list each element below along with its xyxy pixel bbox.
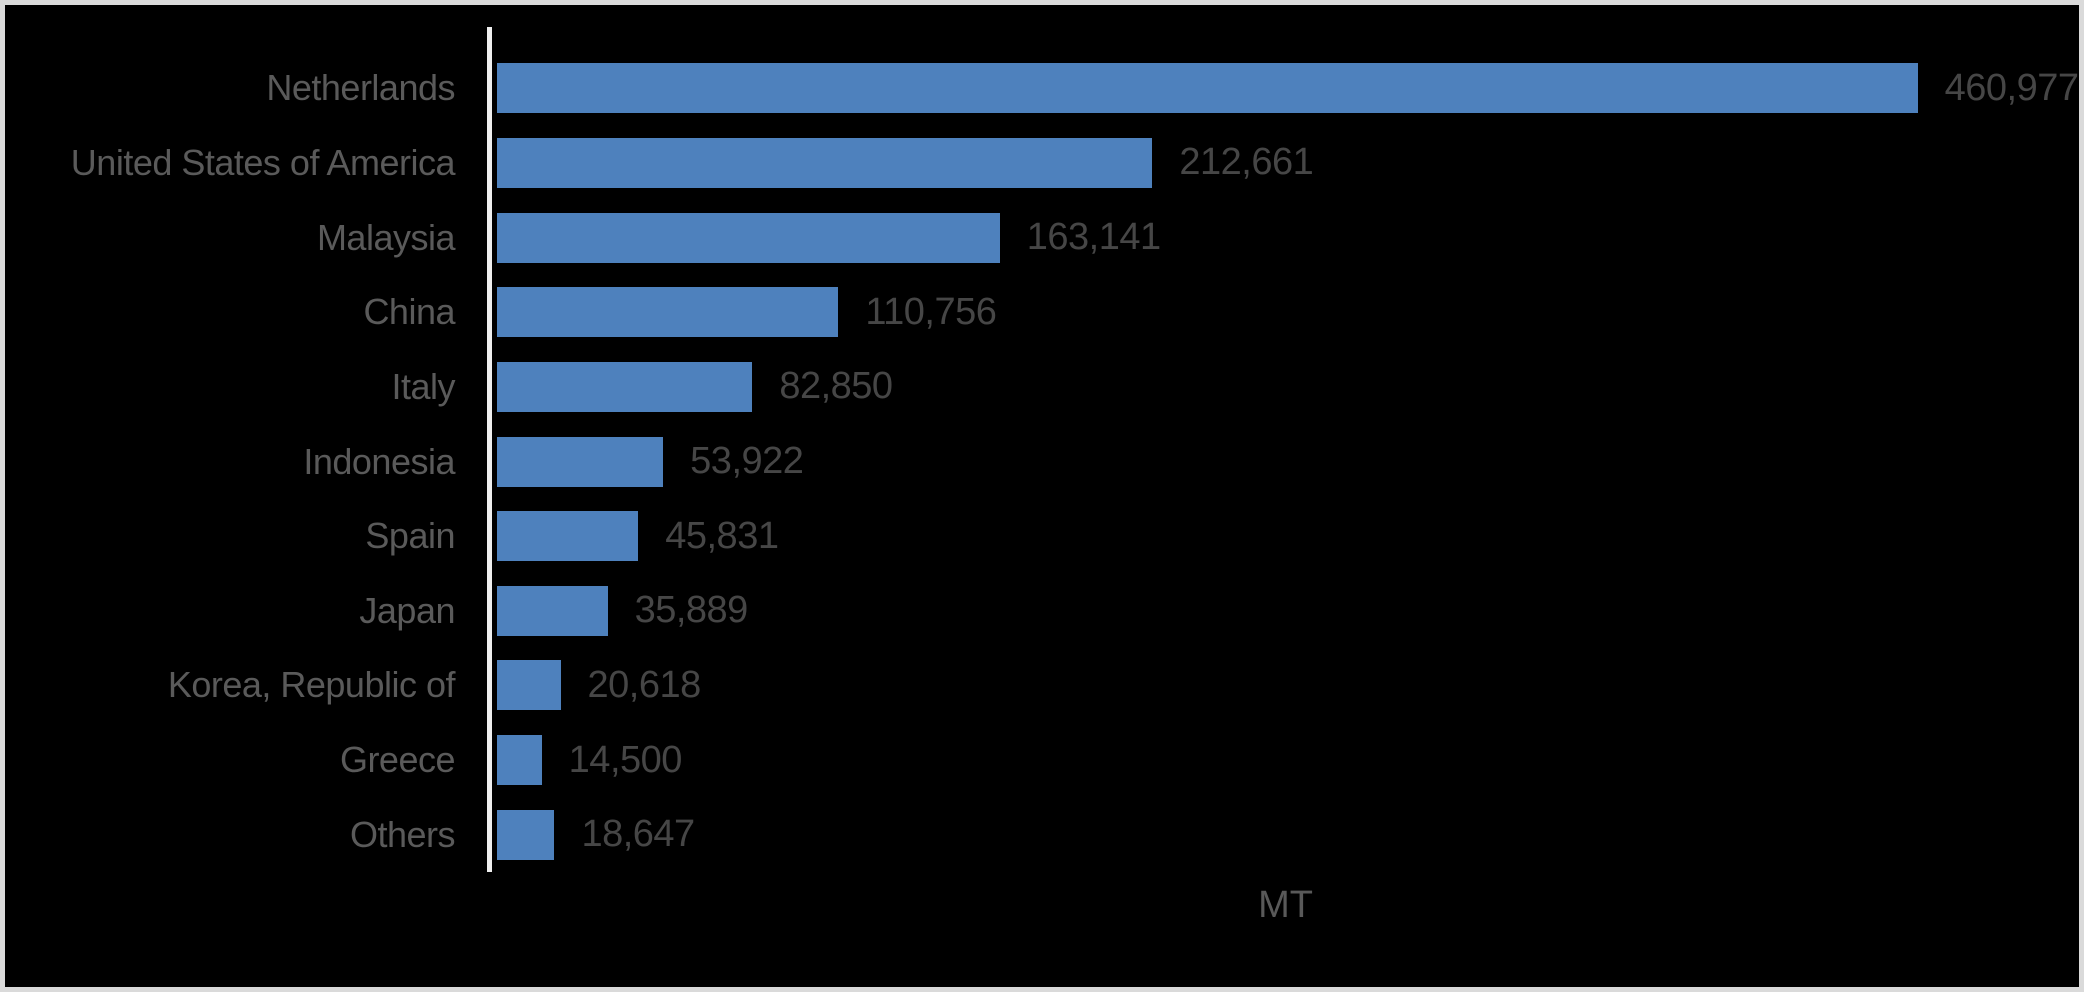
bar (497, 63, 1918, 114)
category-label: Malaysia (316, 216, 456, 258)
chart-row: Spain 45,831 (5, 499, 2079, 574)
value-label: 53,922 (690, 440, 804, 483)
value-label: 212,661 (1179, 141, 1314, 184)
bar (497, 735, 542, 786)
plot-cell: 45,831 (487, 511, 2079, 562)
chart-row: Netherlands 460,977 (5, 51, 2079, 126)
x-axis-title: MT (1258, 884, 1313, 926)
plot-cell: 82,850 (487, 361, 2079, 412)
chart-row: Indonesia 53,922 (5, 424, 2079, 499)
plot-cell: 14,500 (487, 735, 2079, 786)
bar (497, 660, 561, 711)
plot-cell: 18,647 (487, 809, 2079, 860)
bar (497, 585, 608, 636)
category-label: Italy (391, 365, 455, 407)
value-label: 163,141 (1026, 216, 1161, 259)
value-label: 460,977 (1944, 66, 2079, 109)
category-label: Others (349, 813, 456, 855)
plot-cell: 212,661 (487, 137, 2079, 188)
plot-cell: 20,618 (487, 660, 2079, 711)
bar-chart: Netherlands 460,977 United States of Ame… (5, 51, 2079, 872)
category-label: China (363, 291, 455, 333)
category-label: Japan (359, 589, 455, 631)
bar (497, 287, 839, 338)
chart-row: Malaysia 163,141 (5, 200, 2079, 275)
category-label: Netherlands (266, 67, 455, 109)
value-label: 14,500 (568, 738, 683, 781)
value-label: 20,618 (587, 663, 702, 706)
chart-row: Japan 35,889 (5, 573, 2079, 648)
plot-cell: 110,756 (487, 287, 2079, 338)
chart-row: Greece 14,500 (5, 723, 2079, 798)
category-label: Indonesia (303, 440, 455, 482)
value-label: 18,647 (581, 813, 695, 856)
category-label: Korea, Republic of (167, 664, 456, 706)
plot-cell: 53,922 (487, 436, 2079, 487)
category-label: United States of America (70, 141, 456, 183)
plot-cell: 35,889 (487, 585, 2079, 636)
chart-row: Italy 82,850 (5, 350, 2079, 425)
bar (497, 436, 664, 487)
value-label: 82,850 (779, 365, 893, 408)
bar (497, 511, 639, 562)
value-label: 110,756 (865, 290, 997, 333)
plot-cell: 163,141 (487, 212, 2079, 263)
bar (497, 809, 555, 860)
value-label: 35,889 (634, 589, 749, 632)
chart-row: Others 18,647 (5, 797, 2079, 872)
y-axis-line (487, 27, 492, 872)
plot-cell: 460,977 (487, 63, 2079, 114)
chart-row: China 110,756 (5, 275, 2079, 350)
value-label: 45,831 (665, 514, 779, 557)
chart-row: United States of America 212,661 (5, 126, 2079, 201)
bar (497, 212, 1000, 263)
bar (497, 137, 1153, 188)
chart-row: Korea, Republic of 20,618 (5, 648, 2079, 723)
bar (497, 361, 753, 412)
category-label: Greece (339, 739, 456, 781)
category-label: Spain (365, 515, 455, 557)
